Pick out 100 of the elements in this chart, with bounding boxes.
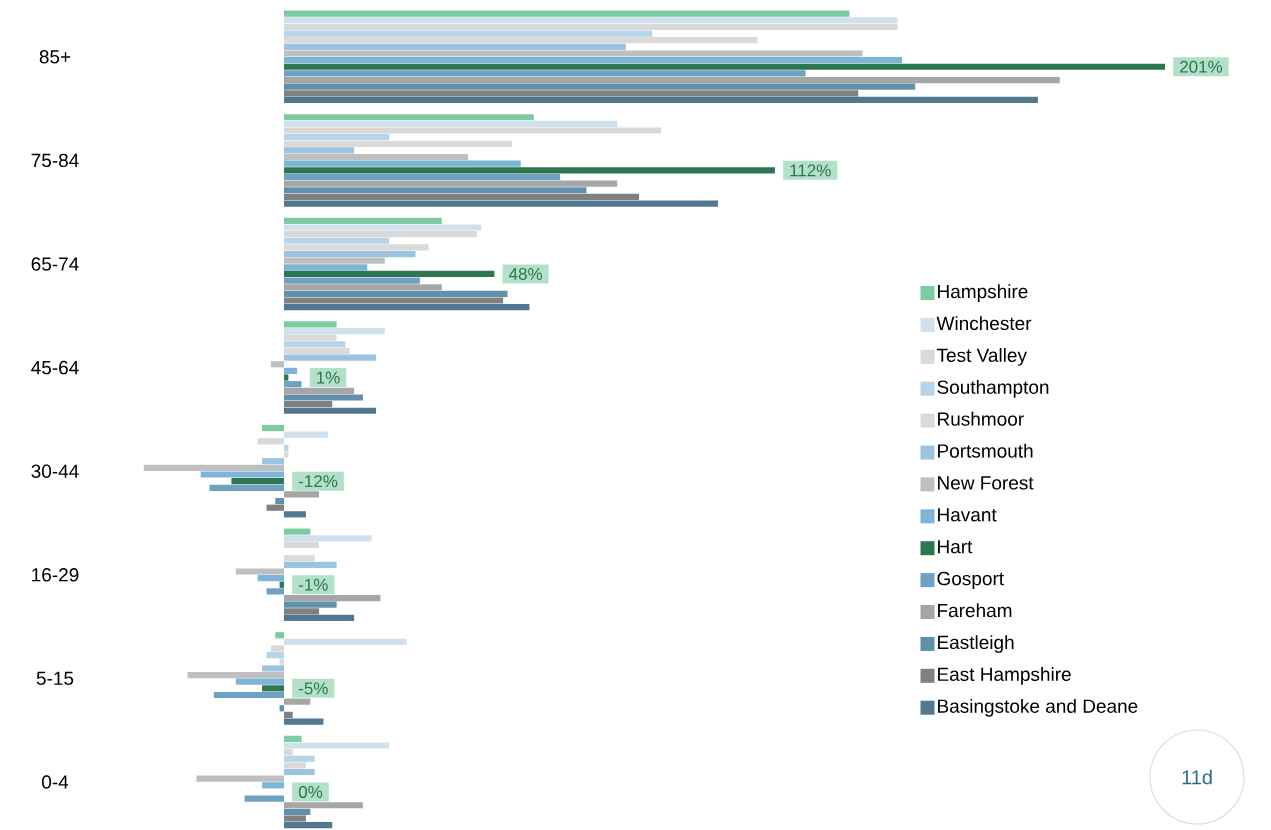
bar — [284, 511, 306, 518]
bar — [284, 244, 429, 251]
bar — [284, 541, 320, 549]
bar — [284, 270, 495, 278]
bar — [244, 795, 284, 802]
bar — [257, 575, 284, 582]
bar — [270, 361, 284, 368]
bar — [284, 394, 363, 401]
y-tick-label: 16-29 — [32, 568, 79, 582]
legend-label: Hampshire — [938, 284, 1028, 302]
bar — [284, 284, 442, 291]
legend-label: Winchester — [936, 316, 1032, 331]
data-label: 201% — [1180, 60, 1223, 73]
legend-label: Fareham — [938, 603, 1012, 618]
bar — [266, 588, 284, 595]
bar — [284, 224, 482, 231]
y-tick-label: 5-15 — [36, 671, 74, 686]
data-label: -12% — [298, 475, 338, 488]
bar — [284, 237, 390, 244]
bar — [284, 193, 640, 201]
bar — [284, 374, 289, 381]
bar — [284, 264, 368, 271]
bar — [209, 484, 284, 491]
bar — [275, 632, 284, 639]
bar — [284, 742, 390, 749]
bar — [284, 23, 898, 31]
legend-label: Southampton — [937, 379, 1049, 398]
y-tick-label: 0-4 — [42, 775, 69, 789]
bar — [284, 37, 758, 44]
legend-label: Rushmoor — [938, 411, 1024, 426]
bar — [284, 134, 390, 141]
bar — [284, 50, 863, 57]
legend-label: East Hampshire — [938, 667, 1071, 685]
bar — [275, 497, 284, 505]
bar — [262, 782, 284, 789]
y-tick-label: 45-64 — [31, 360, 79, 375]
bar — [284, 217, 442, 224]
bar — [284, 200, 718, 207]
bar — [284, 528, 311, 535]
y-tick-label: 75-84 — [31, 153, 79, 168]
legend-label: Test Valley — [936, 348, 1027, 366]
bar — [284, 83, 916, 90]
legend-label: Eastleigh — [938, 635, 1014, 653]
bar — [284, 431, 328, 438]
bar — [284, 43, 626, 50]
bar — [284, 401, 333, 408]
bar — [143, 464, 284, 471]
bar — [284, 153, 469, 161]
bar — [284, 749, 293, 756]
legend-label: New Forest — [938, 476, 1034, 490]
bar — [284, 140, 512, 147]
bar — [284, 96, 1038, 104]
bar — [284, 327, 385, 335]
legend-label: Havant — [938, 508, 997, 522]
data-label: 112% — [790, 164, 831, 177]
bar — [284, 187, 587, 194]
bar — [284, 367, 298, 375]
bar — [231, 478, 284, 485]
bar — [284, 76, 1060, 84]
bar — [284, 334, 337, 341]
bar — [284, 17, 898, 24]
data-label: 0% — [298, 785, 323, 798]
bar — [284, 815, 306, 822]
bar — [196, 775, 284, 782]
bar — [284, 90, 859, 97]
bar — [284, 10, 850, 17]
bar — [187, 671, 284, 679]
data-label: 1% — [317, 371, 340, 384]
data-label: 48% — [508, 267, 543, 280]
y-tick-label: 85+ — [39, 50, 71, 64]
y-tick-label: 65-74 — [31, 257, 79, 271]
bar — [284, 718, 324, 725]
data-label: -1% — [298, 578, 328, 591]
bar — [235, 568, 284, 575]
bar — [284, 762, 306, 769]
bar — [284, 808, 311, 815]
bar — [284, 277, 420, 284]
bar — [270, 645, 284, 652]
bar — [284, 147, 355, 154]
bar — [284, 451, 289, 458]
bar — [284, 608, 320, 615]
bar — [284, 768, 315, 776]
bar — [284, 755, 315, 762]
bar — [284, 114, 534, 121]
bar — [262, 458, 284, 465]
bar — [284, 614, 355, 622]
bar — [284, 555, 315, 562]
bar — [257, 438, 284, 445]
bar — [284, 180, 618, 187]
bar — [262, 665, 284, 672]
legend-label: Portsmouth — [938, 443, 1033, 458]
bar — [284, 354, 377, 361]
bar — [284, 321, 337, 328]
bar — [262, 685, 284, 692]
bar — [284, 57, 903, 64]
bar — [284, 250, 416, 258]
bar — [284, 290, 508, 297]
bar — [200, 471, 284, 478]
bar — [284, 160, 521, 167]
bar — [284, 257, 385, 264]
